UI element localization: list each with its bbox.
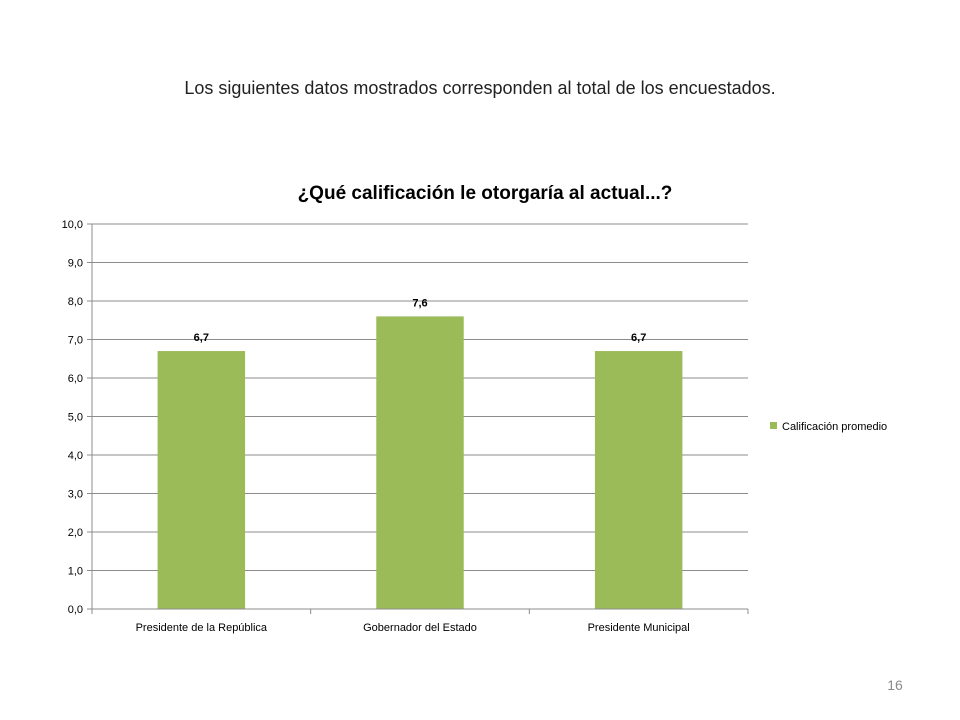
data-labels: 6,7 7,6 6,7	[194, 297, 647, 344]
x-tick-label: Presidente de la República	[136, 622, 268, 634]
y-axis-ticks: 0,0 1,0 2,0 3,0 4,0 5,0 6,0 7,0 8,0 9,0 10,0	[62, 219, 92, 616]
bar	[157, 351, 246, 609]
bar	[594, 351, 683, 609]
data-label: 6,7	[194, 332, 209, 344]
x-axis: Presidente de la República Gobernador del…	[91, 224, 749, 634]
legend: Calificación promedio	[770, 421, 887, 433]
y-tick-label: 1,0	[68, 566, 83, 578]
y-tick-label: 7,0	[68, 335, 83, 347]
slide-subtitle: Los siguientes datos mostrados correspon…	[184, 78, 776, 98]
x-tick-label: Gobernador del Estado	[363, 622, 477, 634]
data-label: 6,7	[631, 332, 646, 344]
y-tick-label: 0,0	[68, 604, 83, 616]
bar	[376, 316, 464, 609]
y-tick-label: 10,0	[62, 219, 83, 231]
page-number: 16	[887, 677, 903, 693]
legend-label: Calificación promedio	[782, 421, 887, 433]
bars	[157, 316, 683, 609]
y-tick-label: 4,0	[68, 450, 83, 462]
y-tick-label: 3,0	[68, 489, 83, 501]
y-tick-label: 6,0	[68, 373, 83, 385]
y-tick-label: 2,0	[68, 527, 83, 539]
y-tick-label: 8,0	[68, 296, 83, 308]
x-tick-label: Presidente Municipal	[588, 622, 690, 634]
y-tick-label: 5,0	[68, 412, 83, 424]
legend-swatch	[770, 422, 777, 429]
y-tick-label: 9,0	[68, 258, 83, 270]
chart-title: ¿Qué calificación le otorgaría al actual…	[297, 183, 673, 204]
data-label: 7,6	[412, 297, 427, 309]
